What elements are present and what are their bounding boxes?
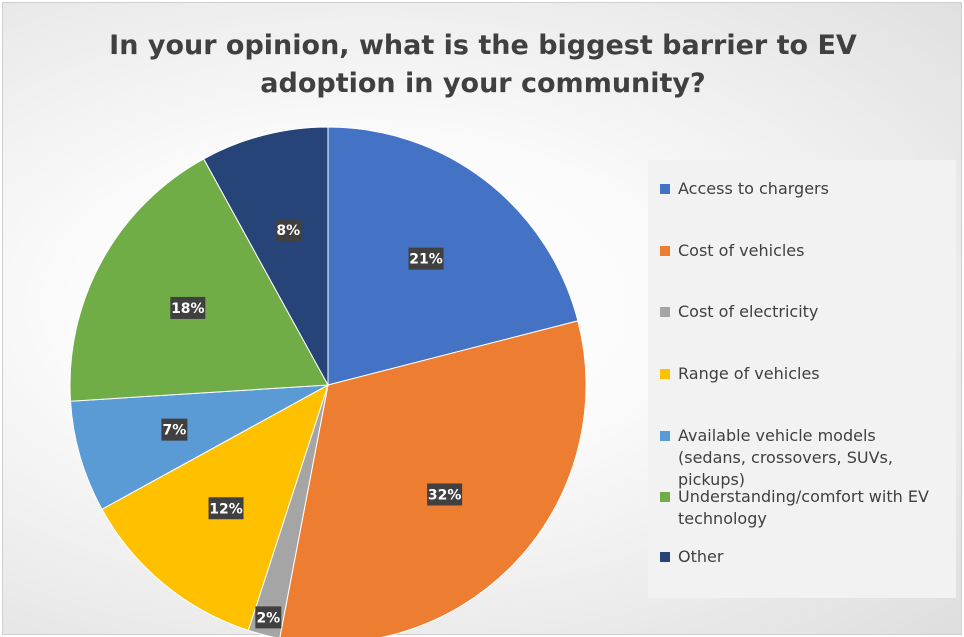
legend-swatch xyxy=(660,552,670,562)
pie-slice-access-to-chargers xyxy=(327,126,579,386)
data-label-text: 32% xyxy=(428,488,462,504)
data-label-other: 8% xyxy=(275,219,302,242)
data-label-box xyxy=(161,418,188,441)
legend-label: Range of vehicles xyxy=(678,364,820,383)
data-label-text: 7% xyxy=(163,423,187,439)
legend-swatch xyxy=(660,431,670,441)
pie-slice-other xyxy=(203,126,329,386)
legend-swatch xyxy=(660,246,670,256)
legend-item-access-to-chargers: Access to chargers xyxy=(660,178,948,200)
data-label-box xyxy=(170,296,206,319)
data-label-text: 8% xyxy=(276,223,300,239)
data-label-box xyxy=(208,497,244,520)
legend-swatch xyxy=(660,492,670,502)
legend-label: Cost of electricity xyxy=(678,302,819,321)
data-label-box xyxy=(255,606,282,629)
data-label-access-to-chargers: 21% xyxy=(408,247,444,270)
pie-slice-cost-of-vehicles xyxy=(279,320,587,637)
legend-label: Other xyxy=(678,547,724,566)
legend-label: Cost of vehicles xyxy=(678,241,805,260)
data-label-cost-of-electricity: 2% xyxy=(255,606,282,629)
data-label-understanding-comfort-with-ev-technology: 18% xyxy=(170,296,206,319)
data-label-text: 18% xyxy=(171,301,205,317)
legend-swatch xyxy=(660,184,670,194)
pie-slice-available-vehicle-models-sedans-crossovers-suvs-pickups xyxy=(69,384,329,510)
legend-item-cost-of-vehicles: Cost of vehicles xyxy=(660,240,948,262)
legend-label: Understanding/comfort with EV technology xyxy=(678,487,929,528)
chart-title-line-2: adoption in your community? xyxy=(260,68,706,99)
legend-item-other: Other xyxy=(660,546,948,568)
data-label-range-of-vehicles: 12% xyxy=(208,497,244,520)
legend-item-range-of-vehicles: Range of vehicles xyxy=(660,363,948,385)
data-label-cost-of-vehicles: 32% xyxy=(427,483,463,506)
data-label-box xyxy=(427,483,463,506)
chart-title: In your opinion, what is the biggest bar… xyxy=(63,27,903,103)
legend-label: Available vehicle models (sedans, crosso… xyxy=(678,426,893,489)
data-label-text: 2% xyxy=(256,610,280,626)
data-label-box xyxy=(408,247,444,270)
legend-swatch xyxy=(660,369,670,379)
data-label-available-vehicle-models-sedans-crossovers-suvs-pickups: 7% xyxy=(161,418,188,441)
data-label-text: 12% xyxy=(209,501,243,517)
legend-item-cost-of-electricity: Cost of electricity xyxy=(660,301,948,323)
legend-label: Access to chargers xyxy=(678,179,829,198)
legend xyxy=(648,160,956,598)
legend-item-available-vehicle-models: Available vehicle models (sedans, crosso… xyxy=(660,425,948,491)
data-label-box xyxy=(275,219,302,242)
data-label-text: 21% xyxy=(409,252,443,268)
chart-title-line-1: In your opinion, what is the biggest bar… xyxy=(109,30,857,61)
legend-item-understanding-comfort: Understanding/comfort with EV technology xyxy=(660,486,948,530)
pie-slice-understanding-comfort-with-ev-technology xyxy=(69,158,329,402)
legend-swatch xyxy=(660,307,670,317)
